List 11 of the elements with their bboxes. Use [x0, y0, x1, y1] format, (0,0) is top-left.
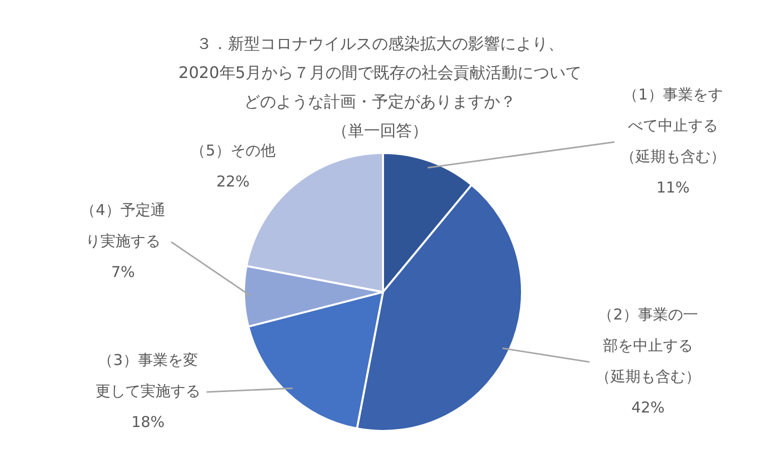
slice-label: （5）その他 — [190, 141, 276, 160]
slice-label: （2）事業の一部を中止する（延期も含む） — [596, 305, 700, 386]
data-label: 42% — [631, 398, 665, 416]
data-label: 18% — [131, 412, 165, 431]
slice-label: （1）事業をすべて中止する（延期も含む） — [620, 85, 726, 166]
data-label: 22% — [216, 172, 250, 190]
slice-label: （3）事業を変更して実施する — [96, 350, 200, 400]
data-label: 11% — [656, 178, 690, 196]
chart-title: ３．新型コロナウイルスの感染拡大の影響により、2020年5月から７月の間で既存の社会貢献活動についてどのような計画・予定がありますか？（単一回答） — [178, 34, 582, 140]
slice-label: （4）予定通り実施する — [80, 200, 166, 250]
data-label: 7% — [111, 262, 135, 281]
